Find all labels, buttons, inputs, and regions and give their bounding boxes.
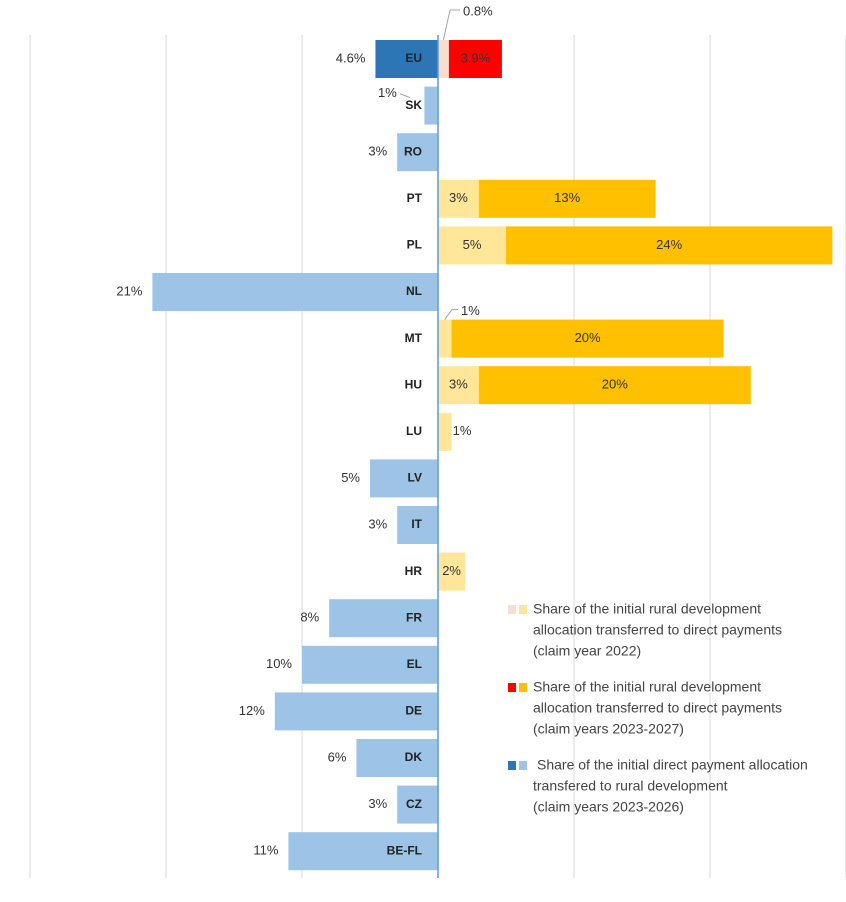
bar-pl-s2 — [506, 226, 833, 265]
legend-swatch-s3-a — [508, 761, 516, 770]
category-label-fr: FR — [406, 610, 422, 624]
data-label-nl-s3: 21% — [116, 283, 142, 298]
data-label-lu-s1: 1% — [453, 423, 472, 438]
legend-swatch-s2-b — [519, 683, 527, 692]
legend-entry-s3-line3: (claim years 2023-2026) — [533, 799, 684, 815]
data-label-mt-s1: 1% — [461, 303, 480, 318]
bar-nl-s3 — [152, 273, 438, 311]
data-label-de-s3: 12% — [239, 703, 265, 718]
data-label-hu-s2: 20% — [602, 377, 628, 392]
bar-pt-s2 — [478, 179, 656, 218]
data-label-pt-s2: 13% — [554, 190, 580, 205]
bar-cz-s3 — [397, 785, 438, 824]
bar-eu-s2 — [448, 40, 502, 78]
category-label-hr: HR — [405, 564, 423, 578]
legend-entry-s3-line2: transfered to rural development — [533, 778, 728, 794]
data-label-hu-s1: 3% — [449, 377, 468, 392]
category-label-dk: DK — [405, 750, 423, 764]
category-label-hu: HU — [405, 377, 422, 391]
legend-entry-s1-line3: (claim year 2022) — [533, 643, 641, 659]
category-label-cz: CZ — [406, 797, 422, 811]
legend-swatch-s3-b — [519, 761, 527, 770]
bar-sk-s3 — [424, 86, 438, 125]
data-label-cz-s3: 3% — [368, 796, 387, 811]
category-label-ro: RO — [404, 144, 422, 158]
data-label-lv-s3: 5% — [341, 470, 360, 485]
category-label-mt: MT — [405, 331, 423, 345]
data-label-mt-s2: 20% — [575, 330, 601, 345]
data-label-el-s3: 10% — [266, 656, 292, 671]
data-label-be-fl-s3: 11% — [253, 843, 278, 858]
bar-hr-s1 — [438, 552, 466, 591]
legend-entry-s1-line1: Share of the initial rural development — [533, 601, 761, 617]
data-labels: 0.8% 3.9% 4.6% 1% 3% 3% 13% 5% 24% 21% 1% 20% 3% 20% 1… — [116, 3, 682, 857]
bar-pt-s1 — [438, 179, 479, 218]
data-label-pl-s2: 24% — [656, 237, 682, 252]
data-label-it-s3: 3% — [368, 516, 387, 531]
label-leader-line — [444, 309, 453, 320]
data-label-pl-s1: 5% — [463, 237, 482, 252]
data-label-pt-s1: 3% — [449, 190, 468, 205]
bar-mt-s2 — [451, 319, 724, 358]
data-label-fr-s3: 8% — [300, 610, 319, 625]
category-label-el: EL — [407, 657, 422, 671]
category-label-pt: PT — [407, 191, 423, 205]
bars — [152, 40, 833, 871]
bar-be-fl-s3 — [288, 832, 438, 871]
category-label-eu: EU — [405, 51, 422, 65]
data-label-dk-s3: 6% — [328, 749, 347, 764]
gridlines — [29, 35, 846, 878]
bar-lu-s1 — [438, 412, 452, 451]
category-label-de: DE — [405, 704, 422, 718]
legend-entry-s1-line2: allocation transferred to direct payment… — [533, 622, 782, 638]
label-leader-line — [442, 9, 451, 41]
bar-fr-s3 — [329, 599, 438, 638]
data-label-hr-s1: 2% — [442, 563, 461, 578]
category-labels: EU SK RO PT PL NL MT HU LU LV IT HR FR EL DE DK CZ BE-FL — [387, 51, 423, 857]
bar-el-s3 — [302, 645, 438, 684]
bar-de-s3 — [274, 692, 438, 731]
bar-eu-s3 — [375, 40, 438, 78]
legend-swatch-s2-a — [508, 683, 516, 692]
bar-dk-s3 — [356, 739, 438, 777]
category-label-lv: LV — [408, 471, 422, 485]
bar-it-s3 — [397, 506, 438, 544]
category-label-nl: NL — [406, 284, 422, 298]
legend: Share of the initial rural development al… — [508, 601, 808, 815]
legend-swatch-s1-b — [519, 605, 527, 614]
data-label-eu-s3: 4.6% — [336, 50, 366, 65]
bar-pl-s1 — [438, 226, 506, 265]
bar-hu-s1 — [438, 366, 479, 405]
category-label-pl: PL — [407, 238, 422, 252]
bar-lv-s3 — [370, 459, 438, 498]
bar-eu-s1 — [438, 40, 449, 78]
data-label-ro-s3: 3% — [368, 144, 387, 159]
category-label-it: IT — [411, 517, 422, 531]
bar-hu-s2 — [478, 366, 751, 405]
legend-entry-s2-line1: Share of the initial rural development — [533, 679, 761, 695]
bar-ro-s3 — [397, 133, 438, 172]
category-label-be-fl: BE-FL — [387, 843, 422, 857]
label-leader-line — [399, 93, 411, 99]
data-label-sk-s3: 1% — [378, 85, 397, 100]
legend-entry-s2-line2: allocation transferred to direct payment… — [533, 700, 782, 716]
legend-entry-s3-line1: Share of the initial direct payment allo… — [537, 757, 808, 773]
category-label-lu: LU — [406, 424, 422, 438]
data-label-eu-s1: 0.8% — [463, 3, 493, 18]
data-label-eu-s2: 3.9% — [461, 50, 491, 65]
category-label-sk: SK — [405, 98, 422, 112]
bar-mt-s1 — [438, 319, 452, 358]
legend-entry-s2-line3: (claim years 2023-2027) — [533, 721, 684, 737]
legend-swatch-s1-a — [508, 605, 516, 614]
